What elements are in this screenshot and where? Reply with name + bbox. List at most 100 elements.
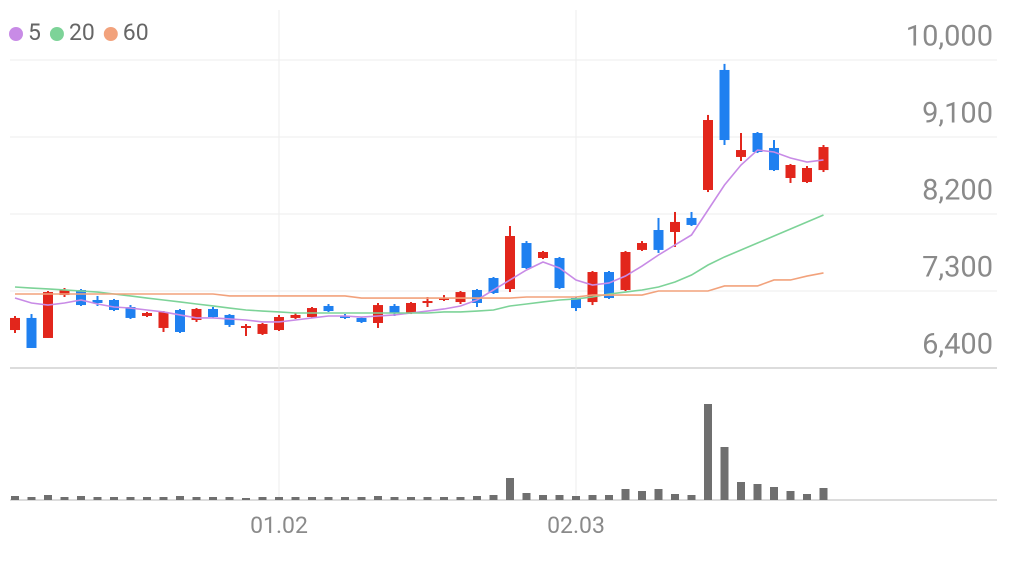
candle-body	[587, 272, 598, 303]
volume-bar	[621, 489, 630, 500]
candle-body	[191, 308, 202, 321]
candle-body	[389, 305, 400, 313]
volume-bar	[159, 497, 168, 500]
volume-bar	[720, 447, 729, 500]
volume-bar	[671, 494, 679, 500]
volume-bar	[737, 482, 745, 500]
legend-entry: 60	[103, 19, 149, 46]
candle-body	[538, 252, 548, 258]
volume-bar	[539, 495, 547, 500]
legend-label: 60	[123, 19, 149, 46]
volume-bar	[110, 497, 118, 500]
candle-body	[422, 301, 433, 304]
legend-swatch	[103, 27, 118, 41]
candle-body	[521, 243, 532, 268]
volume-bar	[341, 497, 349, 500]
candle-body	[554, 257, 565, 289]
volume-bar	[93, 497, 102, 500]
volume-bar	[390, 497, 399, 500]
volume-bar	[27, 497, 36, 500]
candle-body	[703, 120, 713, 190]
volume-bar	[60, 497, 69, 500]
volume-bar	[770, 487, 778, 500]
candle-body	[769, 147, 779, 171]
volume-bar	[555, 495, 564, 500]
volume-bar	[77, 496, 85, 500]
ma-line	[14, 149, 824, 323]
candle-body	[76, 289, 86, 306]
candle-body	[752, 133, 763, 153]
candle-body	[802, 167, 812, 183]
ma-line	[15, 272, 824, 299]
volume-bar	[572, 496, 580, 500]
volume-bar	[786, 491, 795, 500]
candle-body	[125, 307, 136, 318]
volume-bar	[176, 496, 184, 500]
volume-bar	[324, 497, 333, 500]
candle-body	[142, 312, 152, 316]
volume-bar	[308, 497, 316, 500]
y-tick-label: 6,400	[922, 328, 993, 362]
volume-bar	[638, 491, 646, 500]
legend-label: 20	[69, 19, 95, 46]
candle-body	[43, 292, 53, 338]
candle-body	[604, 272, 614, 299]
volume-bar	[423, 497, 432, 500]
volume-bar	[11, 496, 19, 500]
y-tick-label: 8,200	[922, 174, 993, 208]
candle-body	[257, 324, 268, 334]
volume-bar	[687, 495, 696, 500]
candle-body	[637, 243, 647, 250]
volume-bar	[588, 495, 597, 500]
volume-bar	[473, 496, 481, 500]
volume-bar	[44, 495, 52, 500]
candle-body	[439, 298, 449, 301]
legend-entry: 5	[9, 19, 41, 46]
y-tick-label: 7,300	[922, 251, 993, 285]
volume-bar	[275, 497, 283, 500]
volume-bar	[192, 497, 201, 500]
candle-body	[241, 325, 251, 328]
volume-bar	[126, 497, 135, 500]
candle-body	[719, 69, 730, 141]
candle-body	[158, 311, 169, 328]
volume-bar	[291, 497, 300, 500]
volume-bar	[506, 478, 514, 500]
y-tick-label: 10,000	[906, 20, 993, 54]
candle-body	[208, 308, 218, 318]
legend-label: 5	[28, 19, 41, 46]
volume-bar	[522, 493, 531, 500]
candle-body	[488, 278, 499, 293]
candle-body	[670, 221, 680, 232]
candle-body	[373, 305, 383, 324]
volume-bar	[374, 496, 382, 500]
volume-bar	[654, 489, 663, 500]
volume-bar	[440, 497, 448, 500]
volume-bar	[819, 488, 828, 500]
candle-body	[175, 310, 185, 332]
candle-body	[620, 252, 631, 290]
candle-body	[224, 314, 235, 325]
legend-entry: 20	[49, 19, 95, 46]
volume-bar	[803, 494, 811, 500]
ma-line	[14, 214, 824, 314]
volume-bar	[143, 497, 151, 500]
volume-bar	[753, 484, 762, 500]
volume-bar	[258, 497, 267, 500]
candle-body	[472, 289, 482, 303]
candle-body	[785, 165, 796, 179]
candle-body	[274, 317, 284, 331]
candle-body	[686, 217, 697, 225]
candle-body	[26, 317, 37, 348]
candle-body	[10, 317, 20, 331]
candle-body	[356, 317, 367, 322]
volume-bar	[456, 497, 465, 500]
candle-body	[290, 314, 301, 318]
volume-bar	[489, 495, 498, 500]
volume-bar	[225, 497, 234, 500]
candle-body	[406, 302, 416, 313]
volume-bar	[704, 404, 712, 500]
volume-bar	[242, 498, 250, 500]
